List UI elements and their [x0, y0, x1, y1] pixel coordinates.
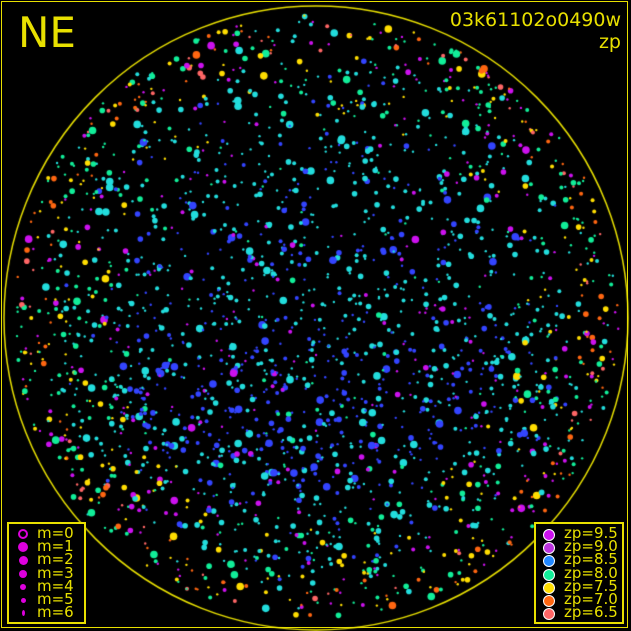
magnitude-label: m=6: [37, 603, 74, 622]
zp-label: zp=6.5: [564, 603, 618, 622]
zp-legend-item: zp=8.0: [536, 563, 622, 582]
mode-label: zp: [598, 31, 621, 53]
magnitude-label: m=1: [37, 537, 74, 556]
magnitude-label: m=2: [37, 550, 74, 569]
zp-color-swatch-icon: [543, 529, 555, 541]
magnitude-legend-item: m=3: [9, 563, 84, 582]
image-id: 03k61102o0490w: [449, 9, 621, 31]
magnitude-symbol-icon: [18, 542, 28, 553]
zp-label: zp=8.5: [564, 550, 618, 569]
magnitude-label: m=0: [37, 524, 74, 542]
magnitude-label: m=4: [37, 576, 74, 595]
magnitude-legend: m=0 m=1 m=2 m=3 m=4 m=5 m=6: [7, 522, 86, 624]
zp-label: zp=8.0: [564, 563, 618, 582]
magnitude-legend-item: m=5: [9, 590, 84, 608]
magnitude-symbol-icon: [20, 583, 26, 590]
zp-legend-item: zp=9.5: [536, 524, 622, 542]
zp-label: zp=9.5: [564, 524, 618, 542]
zp-legend-item: zp=9.0: [536, 537, 622, 556]
magnitude-label: m=3: [37, 563, 74, 582]
magnitude-legend-item: m=6: [9, 603, 84, 622]
magnitude-symbol-icon: [19, 569, 27, 578]
magnitude-symbol-icon: [18, 529, 28, 539]
zp-legend-item: zp=8.5: [536, 550, 622, 569]
magnitude-symbol-icon: [21, 610, 25, 617]
magnitude-legend-item: m=1: [9, 537, 84, 556]
magnitude-legend-item: m=4: [9, 576, 84, 595]
zp-legend-item: zp=7.5: [536, 576, 622, 595]
zp-color-swatch-icon: [543, 568, 555, 581]
zp-color-swatch-icon: [543, 608, 555, 621]
magnitude-symbol-icon: [20, 597, 26, 603]
zp-label: zp=7.5: [564, 576, 618, 595]
magnitude-symbol-icon: [18, 555, 28, 565]
zp-legend: zp=9.5 zp=9.0 zp=8.5 zp=8.0 zp=7.5 zp=7.0 zp=6…: [534, 522, 624, 624]
zp-label: zp=9.0: [564, 537, 618, 556]
zp-color-swatch-icon: [543, 581, 555, 594]
zp-legend-item: zp=7.0: [536, 590, 622, 608]
magnitude-label: m=5: [37, 590, 74, 608]
zp-color-swatch-icon: [543, 555, 555, 568]
zp-label: zp=7.0: [564, 590, 618, 608]
magnitude-legend-item: m=0: [9, 524, 84, 542]
zp-color-swatch-icon: [543, 595, 555, 607]
direction-label: NE: [18, 8, 76, 57]
zp-legend-item: zp=6.5: [536, 603, 622, 622]
zp-color-swatch-icon: [543, 542, 555, 555]
magnitude-legend-item: m=2: [9, 550, 84, 569]
